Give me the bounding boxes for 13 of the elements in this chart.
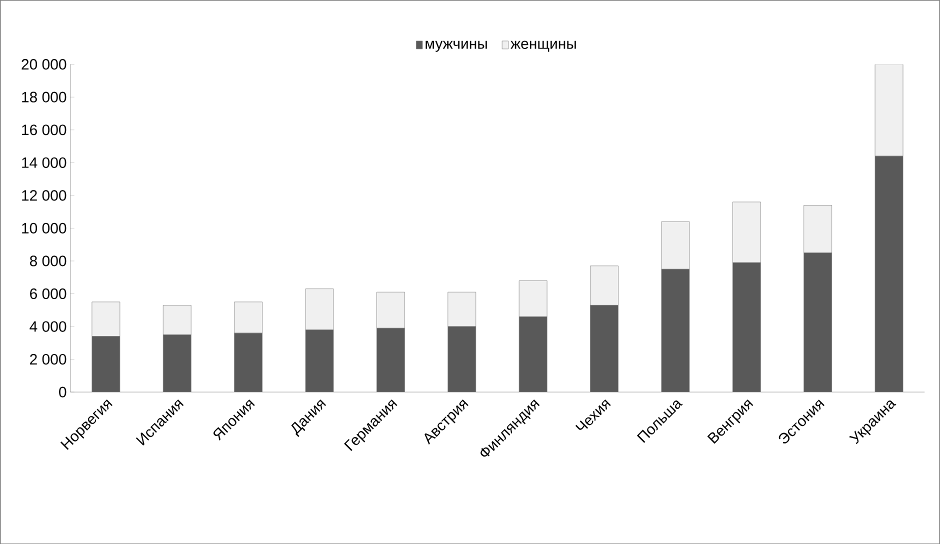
legend-label: мужчины	[426, 40, 487, 52]
y-tick-label: 20 000	[22, 58, 66, 70]
y-tick-label: 18 000	[22, 92, 66, 102]
y-tick-label: 6 000	[30, 288, 66, 299]
y-tick-label: 16 000	[22, 124, 66, 136]
y-tick-label: 8 000	[30, 256, 66, 266]
y-tick-label: 0	[59, 386, 66, 398]
y-tick-label: 4 000	[30, 321, 66, 332]
y-tick-label: 2 000	[30, 354, 66, 364]
y-tick-label: 12 000	[22, 190, 66, 201]
y-tick-label: 14 000	[22, 157, 66, 168]
legend-label: женщины	[510, 40, 576, 52]
y-tick-label: 10 000	[22, 222, 66, 234]
